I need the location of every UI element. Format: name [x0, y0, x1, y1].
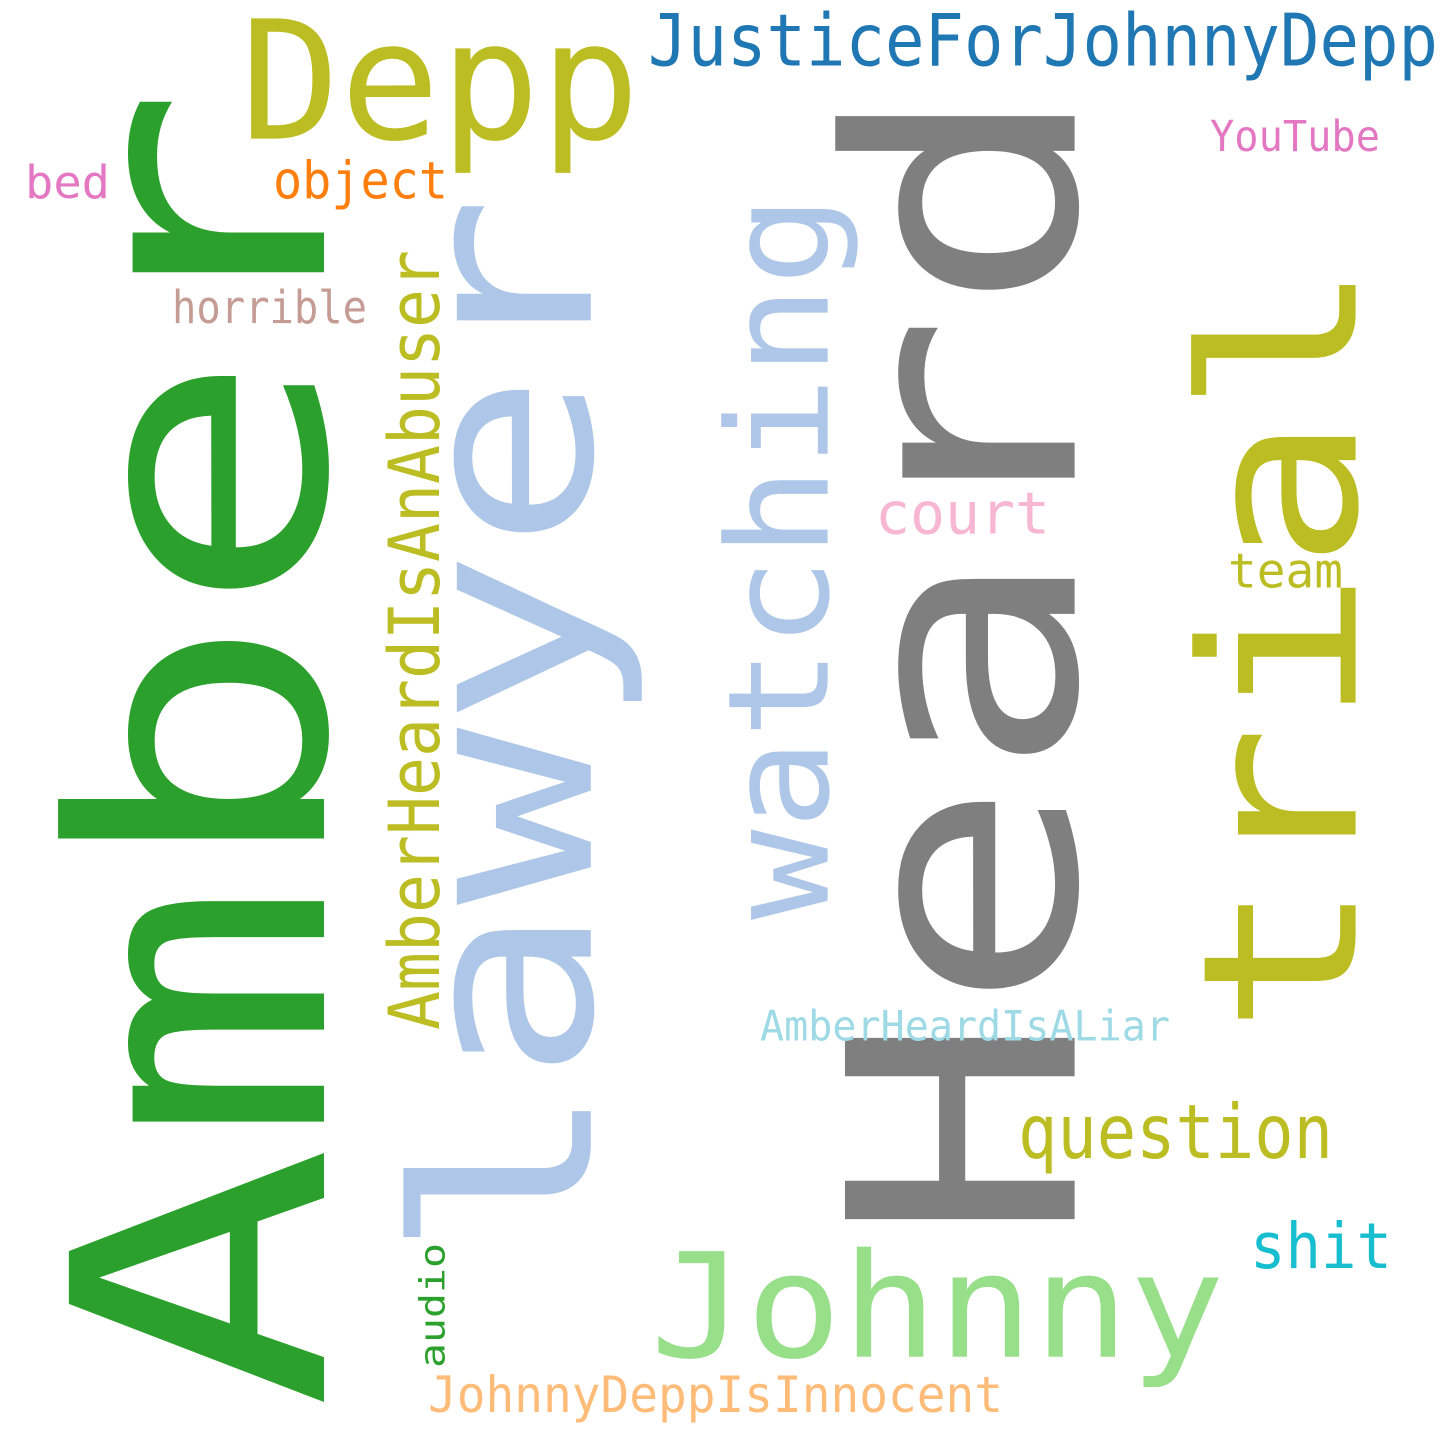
- word-trial: trial: [1155, 259, 1408, 1035]
- word-bed: bed: [25, 155, 110, 209]
- word-youtube: YouTube: [1210, 111, 1380, 162]
- word-depp: Depp: [240, 0, 640, 179]
- word-court: court: [875, 479, 1050, 548]
- word-question: question: [1018, 1088, 1333, 1176]
- word-justiceforjohnnydepp: JusticeForJohnnyDepp: [648, 0, 1438, 83]
- word-amberheardisanabuser: AmberHeardIsAnAbuser: [373, 250, 456, 1031]
- word-amberheardisaliar: AmberHeardIsALiar: [760, 1001, 1170, 1051]
- word-johnnydeppisinnocent: JohnnyDeppIsInnocent: [428, 1365, 1003, 1424]
- word-johnny: Johnny: [650, 1221, 1225, 1392]
- word-watching: watching: [697, 195, 862, 921]
- word-audio: audio: [411, 1243, 453, 1368]
- word-team: team: [1228, 542, 1343, 599]
- word-shit: shit: [1250, 1209, 1392, 1284]
- word-horrible: horrible: [172, 280, 367, 334]
- word-object: object: [273, 150, 448, 212]
